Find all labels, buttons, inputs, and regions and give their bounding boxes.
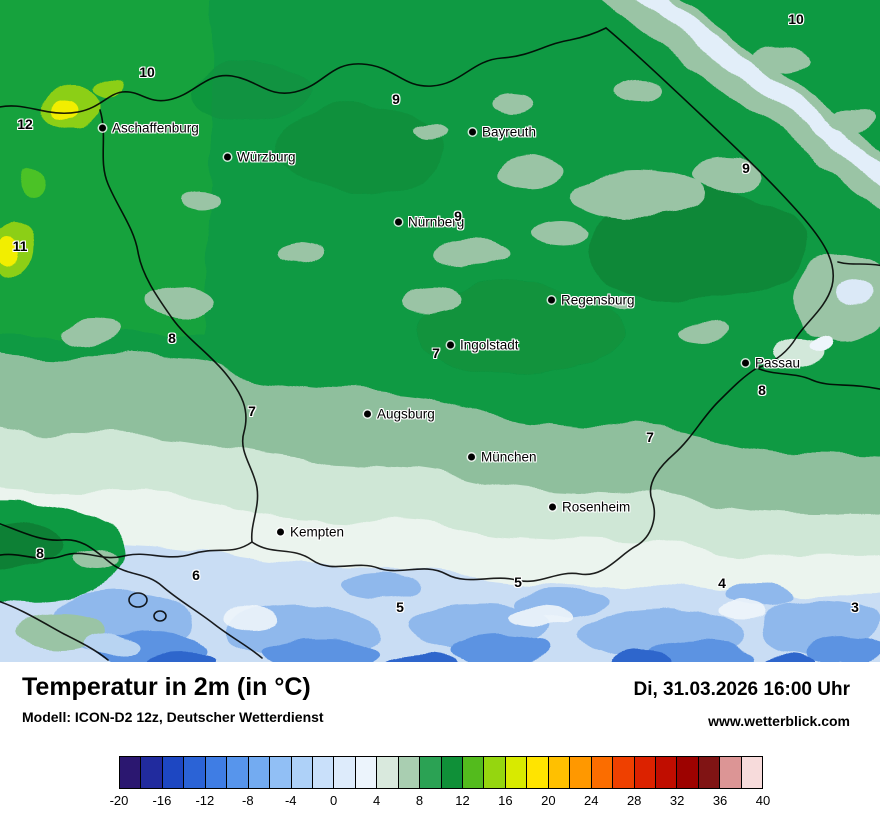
forecast-datetime: Di, 31.03.2026 16:00 Uhr [633, 679, 850, 700]
border-lines [0, 27, 880, 661]
legend-tick-label: -20 [109, 793, 129, 808]
legend-color-cell [377, 757, 399, 788]
legend-color-cell [698, 757, 721, 788]
legend-color-cell [634, 757, 656, 788]
legend-color-cell [162, 757, 185, 788]
legend-tick-label: -4 [284, 793, 297, 808]
legend-tick-label: 24 [584, 793, 599, 808]
map-title: Temperatur in 2m (in °C) [22, 673, 311, 701]
map-area: Aschaffenburg Würzburg Bayreuth Nürnberg Reg… [0, 0, 880, 662]
legend-color-cell [720, 757, 742, 788]
legend-color-cell [141, 757, 163, 788]
footer: Temperatur in 2m (in °C) Modell: ICON-D2… [0, 662, 880, 830]
website-url: www.wetterblick.com [708, 713, 850, 729]
legend-tick-label: 4 [372, 793, 381, 808]
legend-color-cell [312, 757, 335, 788]
temperature-map [0, 0, 880, 662]
color-legend: -20 -16 -12 -8 -4 0 4 8 12 16 20 24 28 32 36 40 [110, 756, 771, 811]
legend-color-cell [248, 757, 271, 788]
legend-color-cell [291, 757, 313, 788]
legend-color-cell [227, 757, 249, 788]
legend-tick-label: 8 [415, 793, 424, 808]
legend-color-cell [613, 757, 635, 788]
legend-tick-label: 16 [498, 793, 513, 808]
legend-tick-label: -8 [242, 793, 254, 808]
legend-color-cell [677, 757, 699, 788]
legend-color-cell [205, 757, 228, 788]
legend-color-cell [591, 757, 614, 788]
legend-color-cell [184, 757, 206, 788]
legend-color-cell [463, 757, 485, 788]
model-info: Modell: ICON-D2 12z, Deutscher Wetterdie… [22, 708, 324, 725]
legend-color-cell [120, 757, 142, 788]
legend-color-cell [355, 757, 378, 788]
legend-color-cell [570, 757, 592, 788]
legend-tick-label: 20 [541, 793, 556, 808]
legend-color-cell [505, 757, 528, 788]
legend-color-bar [119, 756, 763, 789]
legend-tick-label: 40 [755, 793, 771, 808]
legend-color-cell [441, 757, 463, 788]
legend-color-cell [527, 757, 549, 788]
temperature-field [0, 0, 880, 662]
legend-tick-label: -12 [195, 793, 215, 808]
legend-color-cell [655, 757, 678, 788]
legend-tick-label: 28 [626, 793, 642, 808]
legend-color-cell [548, 757, 571, 788]
legend-tick-label: -16 [152, 793, 172, 808]
legend-color-cell [420, 757, 442, 788]
legend-tick-label: 36 [712, 793, 728, 808]
legend-color-cell [398, 757, 421, 788]
footer-left: Temperatur in 2m (in °C) Modell: ICON-D2… [22, 673, 324, 725]
legend-color-cell [741, 757, 763, 788]
legend-color-cell [484, 757, 506, 788]
legend-color-cell [334, 757, 356, 788]
footer-header: Temperatur in 2m (in °C) Modell: ICON-D2… [0, 662, 880, 729]
legend-color-cell [270, 757, 292, 788]
legend-tick-label: 32 [669, 793, 685, 808]
footer-right: Di, 31.03.2026 16:00 Uhr www.wetterblick… [633, 674, 850, 729]
legend-tick-label: 0 [330, 793, 338, 808]
legend-tick-labels: -20 -16 -12 -8 -4 0 4 8 12 16 20 24 28 32 36 40 [110, 793, 771, 811]
legend-tick-label: 12 [455, 793, 470, 808]
